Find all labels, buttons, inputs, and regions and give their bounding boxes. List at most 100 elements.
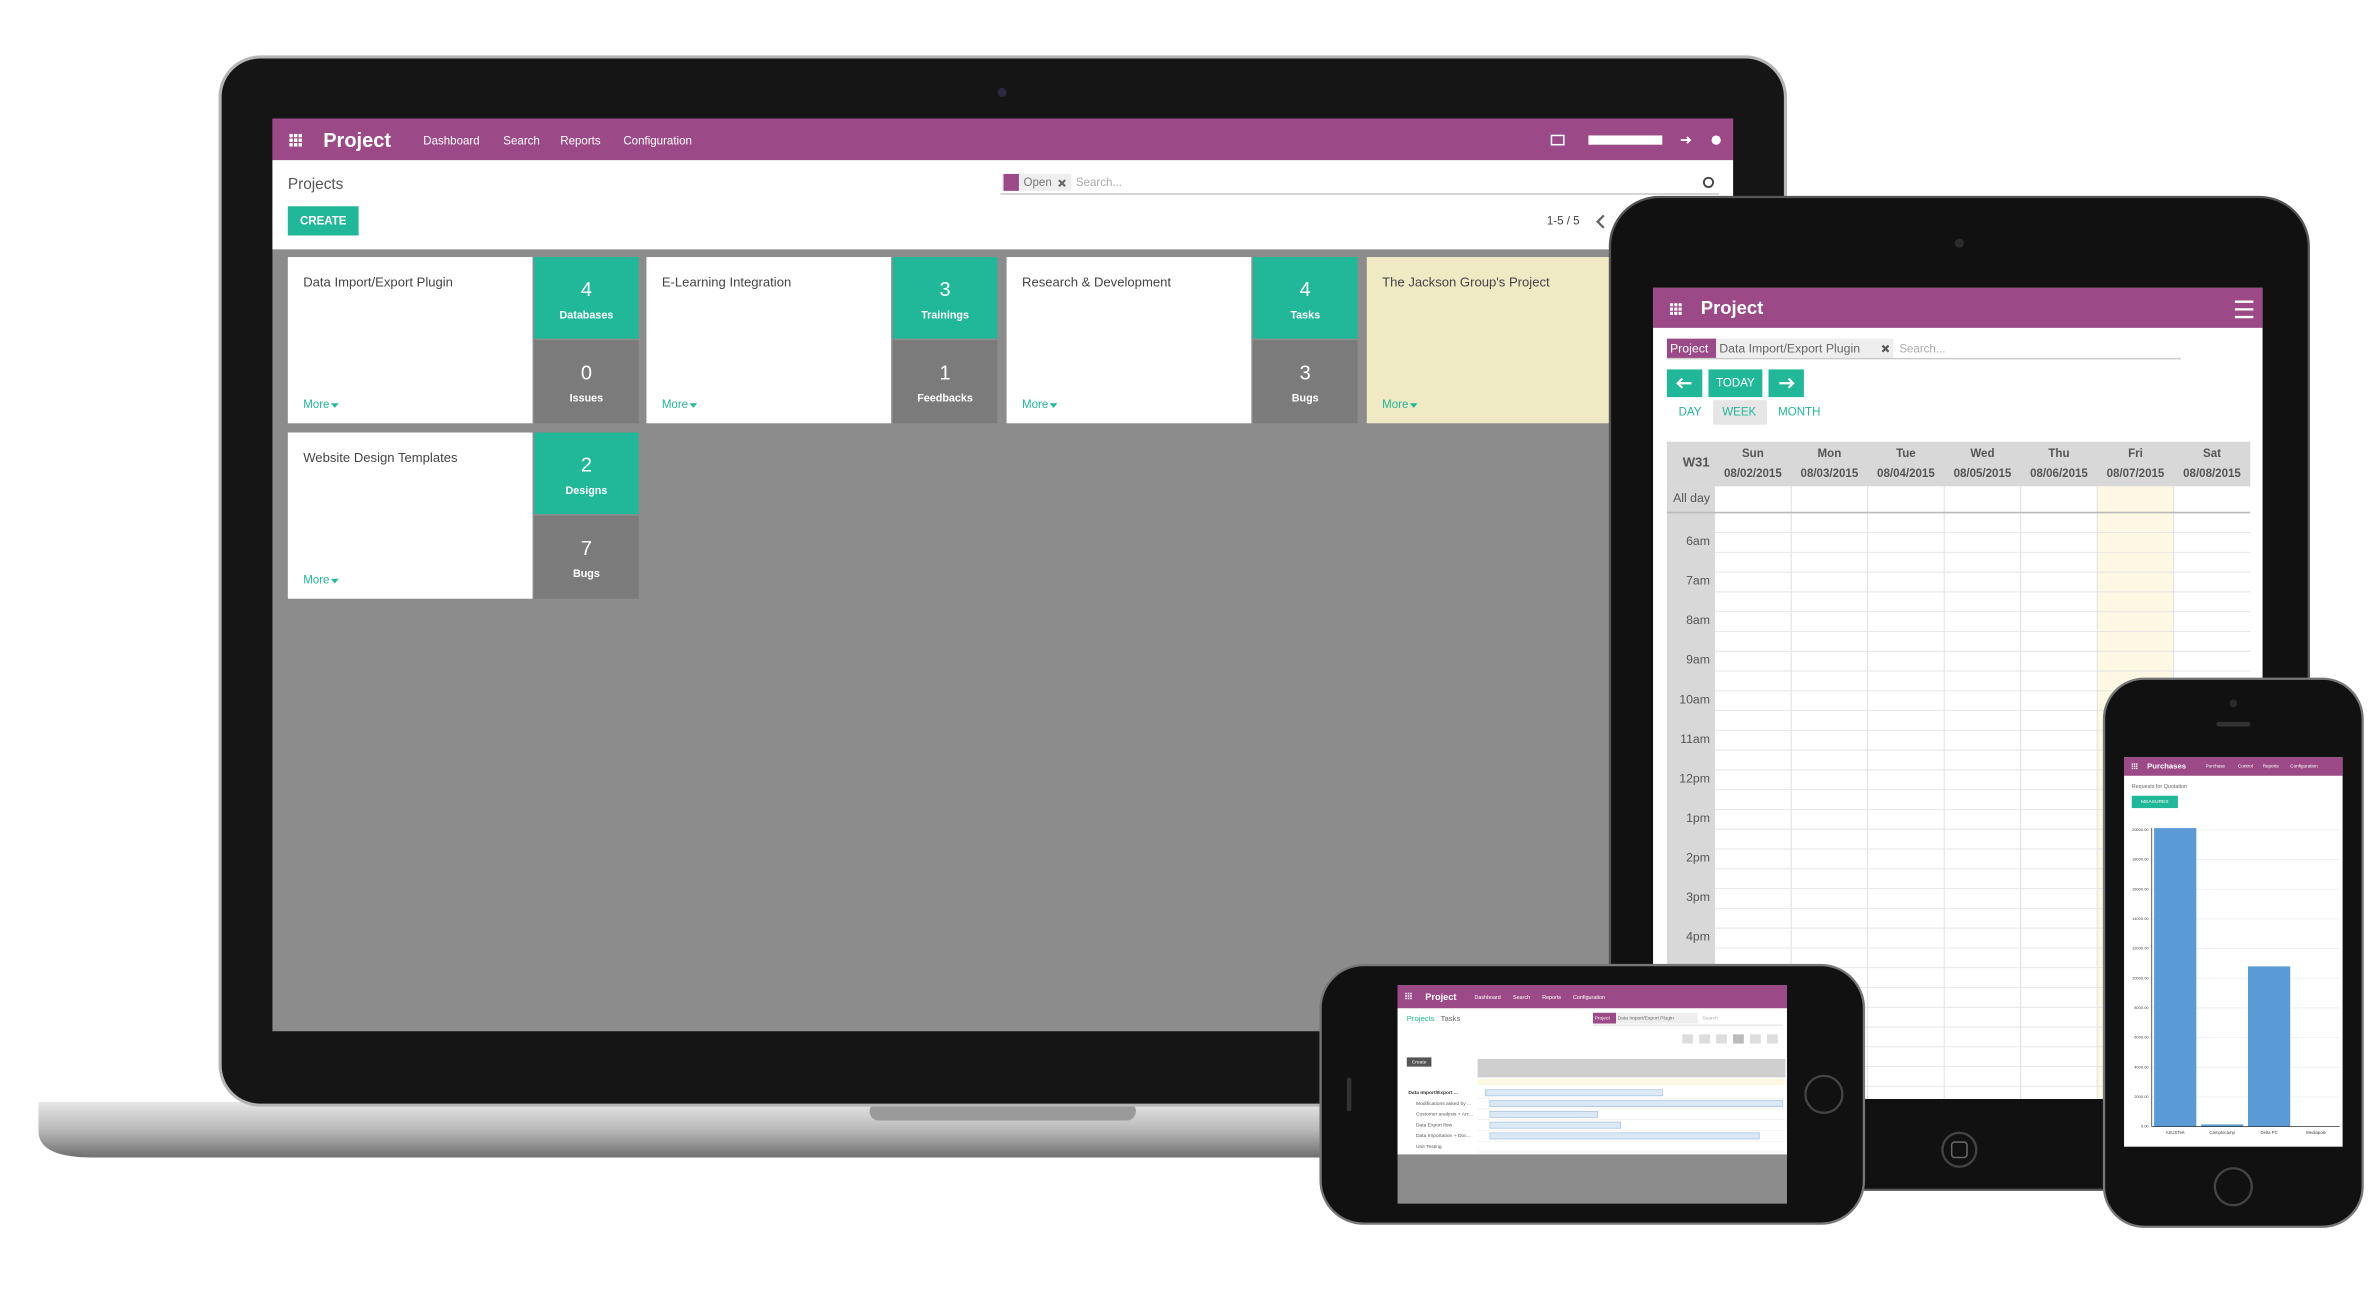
facet-value-bg xyxy=(1616,1012,1698,1024)
apps-icon-dot xyxy=(1405,992,1407,995)
task-name: Data Export flow xyxy=(1416,1122,1452,1128)
tablet-home-button xyxy=(1941,1131,1978,1168)
search-input[interactable]: Search... xyxy=(1899,343,1945,355)
view-tab[interactable]: DAY xyxy=(1679,407,1702,419)
apps-icon-dot xyxy=(1405,997,1407,1000)
y-tick-label: 0.00 xyxy=(2141,1124,2150,1129)
project-card[interactable] xyxy=(287,257,533,424)
y-tick-label: 18000.00 xyxy=(2132,857,2149,862)
apps-icon-dot xyxy=(1410,995,1412,997)
menu-item[interactable]: Dashboard xyxy=(423,136,479,148)
apps-icon-dot xyxy=(2136,763,2138,765)
project-more[interactable]: More xyxy=(303,574,329,586)
project-more[interactable]: More xyxy=(1022,399,1048,411)
menu-item[interactable]: Search xyxy=(1513,995,1530,1001)
menu-item[interactable]: Search xyxy=(503,136,540,148)
filter-facet-label: Open xyxy=(1024,177,1052,189)
project-name: Research & Development xyxy=(1022,275,1171,290)
gantt-bar xyxy=(1489,1110,1598,1118)
project-stat-label: Bugs xyxy=(1292,392,1319,404)
phone-navbar xyxy=(2124,757,2343,776)
y-tick-label: 20000.00 xyxy=(2132,827,2149,832)
breadcrumb: Projects xyxy=(288,176,344,193)
pager-prev xyxy=(1596,214,1605,229)
project-stat[interactable] xyxy=(534,432,639,515)
menu-item[interactable]: Configuration xyxy=(623,136,692,148)
project-stat[interactable] xyxy=(1252,340,1358,424)
view-tab[interactable]: MONTH xyxy=(1778,407,1820,419)
apps-icon-dot xyxy=(293,143,298,147)
gantt-bar xyxy=(1484,1089,1663,1097)
today-button[interactable] xyxy=(1708,369,1763,398)
tablet-home-square xyxy=(1950,1141,1968,1159)
phone-speaker xyxy=(2216,721,2251,727)
project-name: Data Import/Export Plugin xyxy=(303,275,453,290)
bar xyxy=(2247,966,2291,1127)
today-button-label: TODAY xyxy=(1716,377,1755,389)
project-stat[interactable] xyxy=(534,257,639,339)
apps-icon-dot xyxy=(2131,763,2134,765)
y-tick-label: 2000.00 xyxy=(2134,1094,2149,1099)
project-stat-label: Trainings xyxy=(921,309,969,321)
create-button[interactable] xyxy=(1406,1057,1432,1067)
project-more[interactable]: More xyxy=(303,399,329,411)
project-stat-count: 3 xyxy=(939,279,950,301)
project-more[interactable]: More xyxy=(662,399,688,411)
menu-item[interactable]: Reports xyxy=(1542,995,1561,1001)
hour-label: 10am xyxy=(1679,692,1710,706)
view-tab[interactable]: WEEK xyxy=(1722,407,1756,419)
project-more[interactable]: More xyxy=(1382,399,1408,411)
app-name: Project xyxy=(323,130,391,152)
project-stat-count: 0 xyxy=(581,362,592,384)
project-card[interactable] xyxy=(287,432,533,599)
apps-icon-dot xyxy=(289,143,293,147)
day-name: Sat xyxy=(2203,448,2221,460)
all-day-label: All day xyxy=(1673,491,1711,505)
project-stat[interactable] xyxy=(534,340,639,424)
create-button[interactable] xyxy=(287,206,359,236)
menu-item[interactable]: Dashboard xyxy=(1475,995,1501,1001)
gantt-bar xyxy=(1489,1100,1783,1107)
project-stat-label: Bugs xyxy=(573,568,600,580)
day-date: 08/05/2015 xyxy=(1954,468,2012,480)
project-stat[interactable] xyxy=(534,515,639,599)
menu-item[interactable]: Reports xyxy=(2263,764,2280,769)
project-stat-count: 4 xyxy=(1300,279,1311,301)
project-stat-count: 3 xyxy=(1300,362,1311,384)
apps-icon-dot xyxy=(1407,995,1410,997)
project-stat-label: Feedbacks xyxy=(917,392,973,404)
facet-value: Data Import/Export Plugin xyxy=(1719,342,1860,356)
search-input[interactable]: Search... xyxy=(1076,177,1122,189)
apps-icon-dot xyxy=(1678,303,1682,307)
hour-label: 11am xyxy=(1680,732,1710,746)
breadcrumb: Projects xyxy=(1407,1014,1435,1023)
menu-item[interactable]: Purchase xyxy=(2206,764,2226,769)
project-card[interactable] xyxy=(1366,257,1610,424)
apps-icon-dot xyxy=(1410,997,1412,1000)
apps-icon-dot xyxy=(298,143,302,147)
bar xyxy=(2154,828,2197,1127)
day-name: Tue xyxy=(1896,448,1916,460)
menu-item[interactable]: Control xyxy=(2238,764,2253,769)
tablet-navbar xyxy=(1653,287,2263,328)
menu-item[interactable]: Configuration xyxy=(2290,764,2318,769)
search-input[interactable]: Search xyxy=(1702,1015,1718,1021)
project-stat[interactable] xyxy=(892,257,998,339)
logout-icon xyxy=(1680,136,1692,144)
phone-home-button xyxy=(1804,1074,1844,1114)
project-stat[interactable] xyxy=(892,340,998,424)
project-stat[interactable] xyxy=(1252,257,1358,339)
x-tick-label: Mediapole xyxy=(2306,1130,2326,1135)
day-date: 08/07/2015 xyxy=(2107,468,2165,480)
more-caret xyxy=(1049,403,1058,408)
project-card[interactable] xyxy=(1006,257,1252,424)
measures-button[interactable] xyxy=(2131,795,2178,809)
menu-item[interactable]: Configuration xyxy=(1573,995,1605,1001)
y-tick-label: 10000.00 xyxy=(2132,975,2149,980)
tablet-camera xyxy=(1954,238,1964,248)
apps-icon-dot xyxy=(1669,303,1674,307)
project-card[interactable] xyxy=(646,257,892,424)
menu-item[interactable]: Reports xyxy=(560,136,601,148)
